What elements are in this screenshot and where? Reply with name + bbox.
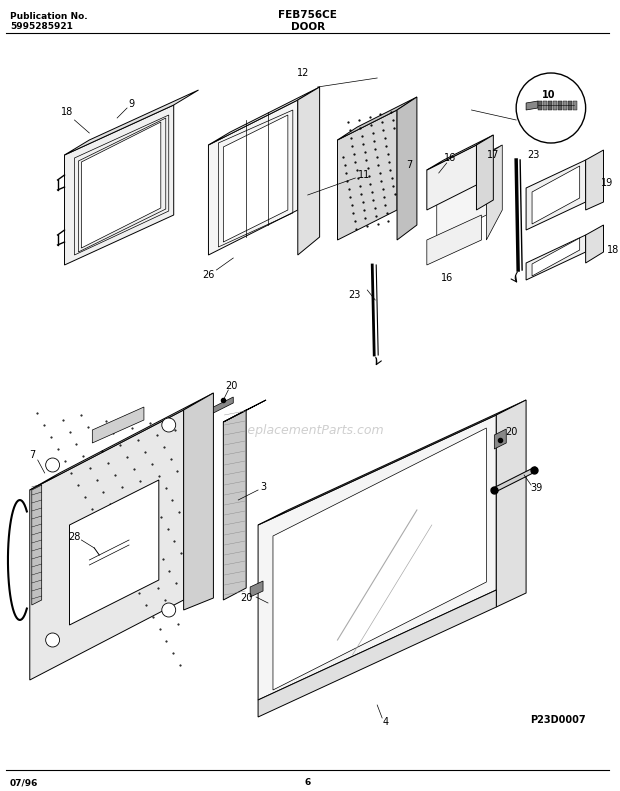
Circle shape: [516, 73, 586, 143]
Polygon shape: [337, 97, 417, 140]
Text: P23D0007: P23D0007: [530, 715, 586, 725]
Text: 28: 28: [68, 532, 81, 542]
Polygon shape: [30, 410, 184, 680]
Polygon shape: [548, 101, 552, 110]
Polygon shape: [558, 101, 562, 110]
Polygon shape: [538, 101, 542, 110]
Text: 4: 4: [382, 717, 388, 727]
Polygon shape: [526, 160, 586, 230]
Polygon shape: [258, 415, 497, 700]
Circle shape: [46, 633, 60, 647]
Polygon shape: [258, 590, 497, 717]
Polygon shape: [397, 97, 417, 240]
Polygon shape: [184, 393, 213, 610]
Text: 17: 17: [487, 150, 500, 160]
Polygon shape: [586, 150, 603, 210]
Polygon shape: [476, 135, 494, 210]
Polygon shape: [573, 101, 577, 110]
Text: 18: 18: [608, 245, 619, 255]
Polygon shape: [486, 145, 502, 240]
Text: 3: 3: [260, 482, 266, 492]
Text: 7: 7: [30, 450, 36, 460]
Polygon shape: [526, 101, 538, 110]
Circle shape: [162, 603, 175, 617]
Polygon shape: [208, 87, 320, 145]
Polygon shape: [427, 145, 476, 210]
Polygon shape: [427, 135, 494, 170]
Polygon shape: [81, 122, 161, 248]
Text: Publication No.: Publication No.: [10, 12, 87, 21]
Text: 20: 20: [225, 381, 237, 391]
Polygon shape: [553, 101, 557, 110]
Text: 16: 16: [443, 153, 456, 163]
Text: 7: 7: [406, 160, 412, 170]
Polygon shape: [532, 238, 580, 276]
Text: 39: 39: [530, 483, 542, 493]
Polygon shape: [568, 101, 572, 110]
Text: 5995285921: 5995285921: [10, 22, 73, 31]
Polygon shape: [30, 393, 213, 490]
Polygon shape: [427, 215, 481, 265]
Text: DOOR: DOOR: [291, 22, 325, 32]
Polygon shape: [273, 428, 486, 690]
Polygon shape: [223, 400, 266, 422]
Polygon shape: [497, 400, 526, 607]
Text: 18: 18: [61, 107, 74, 117]
Polygon shape: [258, 400, 526, 525]
Polygon shape: [223, 115, 288, 242]
Polygon shape: [436, 145, 502, 180]
Circle shape: [46, 458, 60, 472]
Text: 20: 20: [505, 427, 517, 437]
Polygon shape: [250, 581, 263, 597]
Polygon shape: [586, 225, 603, 263]
Text: 23: 23: [348, 290, 361, 300]
Polygon shape: [32, 485, 42, 605]
Polygon shape: [92, 407, 144, 443]
Polygon shape: [208, 100, 298, 255]
Text: 10: 10: [542, 90, 556, 100]
Polygon shape: [532, 166, 580, 224]
Polygon shape: [543, 101, 547, 110]
Text: 07/96: 07/96: [10, 778, 38, 787]
Text: 12: 12: [296, 68, 309, 78]
Polygon shape: [337, 110, 397, 240]
Polygon shape: [298, 87, 320, 255]
Polygon shape: [64, 90, 198, 155]
Text: eReplacementParts.com: eReplacementParts.com: [231, 423, 384, 437]
Text: 16: 16: [441, 273, 453, 283]
Polygon shape: [436, 155, 486, 240]
Polygon shape: [64, 105, 174, 265]
Text: 26: 26: [202, 270, 215, 280]
Text: 23: 23: [527, 150, 539, 160]
Polygon shape: [494, 429, 507, 449]
Text: 20: 20: [240, 593, 252, 603]
Polygon shape: [69, 480, 159, 625]
Text: 9: 9: [128, 99, 134, 109]
Text: 11: 11: [358, 170, 370, 180]
Text: 6: 6: [304, 778, 311, 787]
Circle shape: [162, 418, 175, 432]
Text: FEB756CE: FEB756CE: [278, 10, 337, 20]
Polygon shape: [213, 397, 233, 413]
Polygon shape: [223, 410, 246, 600]
Polygon shape: [563, 101, 567, 110]
Text: 19: 19: [601, 178, 614, 188]
Polygon shape: [526, 235, 586, 280]
